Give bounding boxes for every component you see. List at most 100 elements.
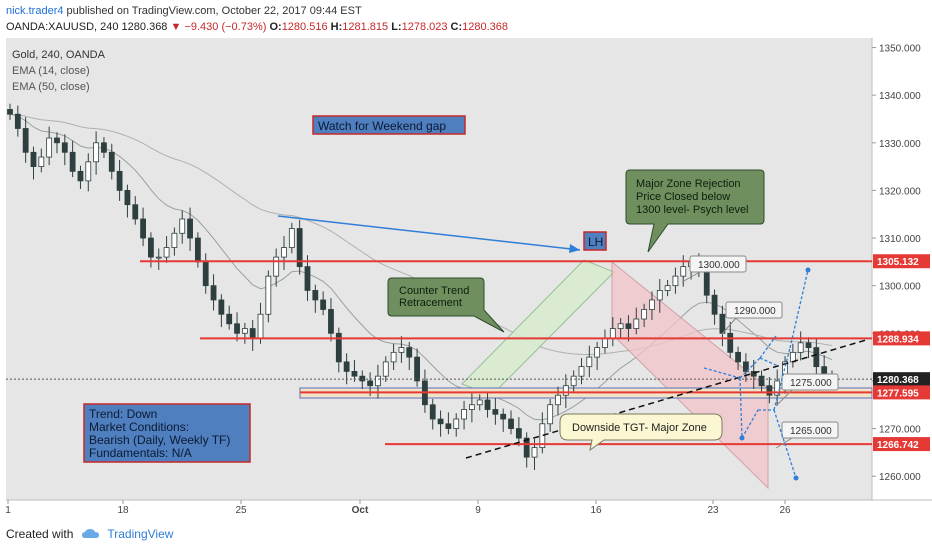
x-tick-label: 1 (5, 505, 11, 516)
candle-body (625, 323, 632, 329)
candle (359, 370, 366, 390)
x-tick-label: 26 (779, 505, 791, 516)
candle (570, 370, 577, 392)
price-tag-text: 1265.000 (790, 426, 832, 437)
x-tick-label: 18 (117, 505, 129, 516)
candle-body (414, 356, 420, 382)
candle (226, 305, 233, 330)
candle-body (116, 170, 123, 191)
candle-body (602, 337, 608, 348)
candle (7, 103, 13, 120)
candle-body (656, 290, 663, 301)
price-label: 1277.595 (877, 388, 919, 399)
candle-body (38, 156, 45, 167)
projection-arrow (789, 269, 809, 349)
candle-body (85, 161, 92, 182)
arrowhead (805, 267, 811, 273)
candle (453, 413, 460, 437)
open-value: 1280.516 (281, 21, 328, 33)
y-tick-label: 1350.000 (879, 44, 921, 55)
author-link[interactable]: nick.trader4 (6, 5, 64, 17)
downside-channel (611, 260, 769, 490)
major-zone-text: Major Zone Rejection (636, 178, 741, 190)
publish-line: nick.trader4 published on TradingView.co… (6, 5, 362, 17)
candle-body (140, 218, 146, 239)
candle-body (328, 309, 334, 334)
trend-info-text: Bearish (Daily, Weekly TF) (89, 433, 230, 447)
y-tick-label: 1340.000 (879, 91, 921, 102)
projection-arrow (773, 409, 797, 479)
candle (320, 291, 327, 316)
candle (664, 279, 671, 297)
counter-trend-text: Retracement (399, 297, 462, 309)
price-tag-pointer (721, 317, 737, 335)
price-change: ▼ −9.430 (−0.73%) (170, 21, 267, 33)
candle (406, 341, 413, 370)
candle-body (281, 247, 287, 258)
candle-body (101, 142, 107, 153)
candle-body (296, 228, 303, 268)
candle-body (508, 418, 514, 429)
downside-text: Downside TGT- Major Zone (572, 422, 707, 434)
candle-body (30, 151, 37, 167)
projection-arrow (773, 347, 791, 411)
projection-arrow (759, 335, 777, 359)
price-label: 1280.368 (877, 375, 919, 386)
candle-body (343, 361, 350, 372)
price-label-bg (873, 437, 930, 452)
candle (77, 165, 84, 189)
candle (218, 294, 225, 328)
candle (735, 346, 741, 370)
candle-body (813, 347, 820, 368)
candle (429, 399, 436, 430)
candle-body (61, 142, 68, 153)
candle-body (312, 290, 319, 301)
candle (281, 236, 287, 270)
price-tag-text: 1275.000 (790, 378, 832, 389)
candle-body (288, 228, 295, 248)
candle-body (453, 418, 460, 429)
candle (476, 394, 483, 411)
legend-ema50: EMA (50, close) (12, 81, 90, 93)
symbol: OANDA:XAUUSD, 240 (6, 21, 119, 33)
candle-body (805, 342, 812, 348)
candle (296, 219, 303, 275)
candle-body (382, 361, 389, 377)
candle (163, 236, 170, 263)
counter-trend-callout (387, 277, 505, 333)
downside-callout (559, 413, 723, 452)
candle (758, 370, 765, 392)
candle (22, 117, 29, 163)
candle-body (609, 328, 616, 339)
candle-body (375, 375, 381, 387)
candle-body (515, 428, 522, 439)
candle-body (539, 423, 546, 449)
candle-body (390, 351, 397, 363)
candle (445, 412, 452, 435)
candle (335, 327, 342, 373)
candle (46, 126, 53, 166)
price-chart[interactable]: Watch for Weekend gap LH Major Zone Reject… (0, 38, 932, 520)
candle (351, 359, 358, 382)
candle (234, 312, 240, 342)
candle-body (437, 418, 444, 425)
candle (312, 284, 319, 313)
candle-body (155, 256, 162, 259)
candle-body (132, 204, 139, 220)
x-tick-label: 25 (235, 505, 247, 516)
candle-body (719, 313, 726, 334)
candle (656, 279, 663, 313)
brand-name: TradingView (107, 527, 174, 541)
candle (382, 356, 389, 382)
candle (30, 146, 37, 180)
tradingview-logo[interactable]: TradingView (81, 527, 173, 541)
candle-body (335, 332, 342, 363)
projection-arrow (703, 367, 741, 379)
candle (625, 315, 632, 342)
candle (484, 391, 491, 418)
price-tag-pointer (681, 271, 701, 283)
candle-body (257, 313, 264, 339)
x-tick-label: 23 (707, 505, 719, 516)
candle (766, 377, 773, 404)
price-label: 1266.742 (877, 440, 919, 451)
